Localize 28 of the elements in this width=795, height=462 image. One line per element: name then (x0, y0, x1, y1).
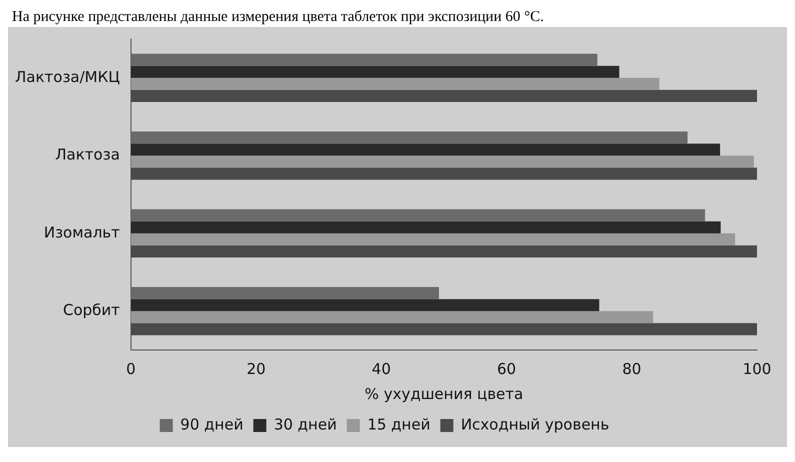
y-tick-label: Изомальт (44, 223, 120, 242)
x-tick-label: 20 (246, 360, 266, 378)
bar (130, 209, 706, 222)
x-tick-label: 60 (497, 360, 516, 378)
bar (130, 299, 600, 312)
bar (130, 144, 720, 156)
legend-label: 30 дней (274, 415, 337, 434)
bar (130, 311, 654, 324)
bar (130, 66, 620, 78)
y-tick-label: Лактоза/МКЦ (15, 68, 120, 86)
bar (130, 287, 439, 300)
bar (130, 233, 736, 246)
x-axis-title: % ухудшения цвета (364, 384, 524, 403)
legend-label: Исходный уровень (460, 415, 610, 434)
y-tick-label: Лактоза (55, 146, 120, 164)
bar (130, 54, 598, 66)
x-tick-label: 80 (622, 360, 642, 378)
text: На рисунке представлены данные измерения цвета таблеток при экспозиции 60 °С. (8, 8, 787, 27)
y-tick-label: Сорбит (62, 301, 120, 320)
bar (130, 132, 688, 144)
legend-label: 15 дней (367, 415, 430, 434)
x-tick-label: 100 (742, 360, 772, 378)
bar (130, 156, 754, 168)
bar (130, 221, 721, 234)
bar (130, 78, 660, 90)
x-tick-label: 0 (126, 360, 136, 378)
x-tick-label: 40 (372, 360, 391, 378)
legend-label: 90 дней (180, 415, 244, 434)
